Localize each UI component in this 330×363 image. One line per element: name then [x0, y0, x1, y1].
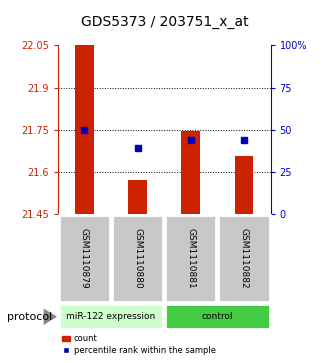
Bar [75, 45, 94, 214]
Text: GSM1110880: GSM1110880 [133, 228, 142, 289]
FancyBboxPatch shape [165, 305, 270, 329]
Bar [182, 131, 200, 214]
FancyBboxPatch shape [112, 215, 163, 302]
Polygon shape [44, 309, 57, 325]
Bar [128, 180, 147, 214]
Text: GSM1110879: GSM1110879 [80, 228, 89, 289]
FancyBboxPatch shape [165, 215, 216, 302]
Text: miR-122 expression: miR-122 expression [66, 312, 155, 321]
Bar [235, 156, 253, 214]
Text: GSM1110881: GSM1110881 [186, 228, 195, 289]
Text: GSM1110882: GSM1110882 [240, 228, 248, 289]
Text: control: control [202, 312, 233, 321]
Text: protocol: protocol [7, 312, 52, 322]
FancyBboxPatch shape [59, 215, 110, 302]
Legend: count, percentile rank within the sample: count, percentile rank within the sample [62, 334, 215, 355]
FancyBboxPatch shape [59, 305, 163, 329]
Text: GDS5373 / 203751_x_at: GDS5373 / 203751_x_at [81, 15, 249, 29]
FancyBboxPatch shape [218, 215, 270, 302]
